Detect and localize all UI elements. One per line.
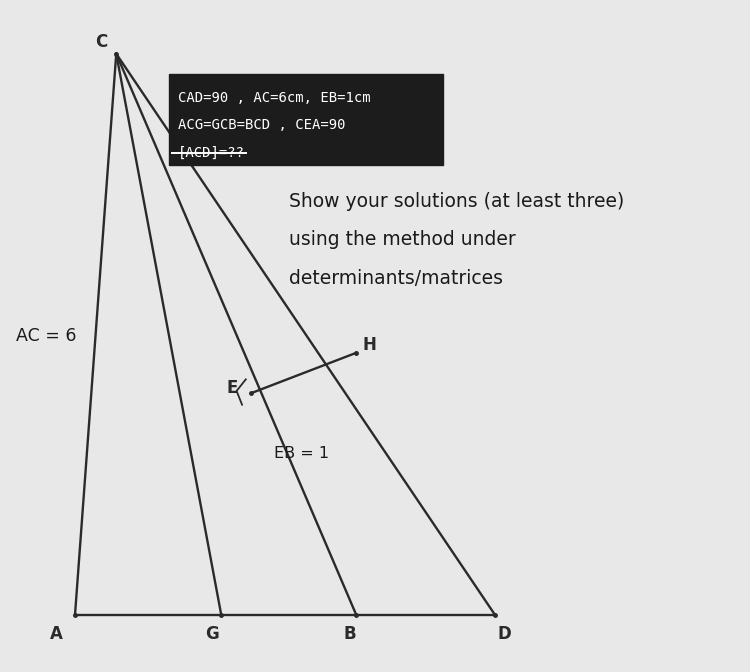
Text: H: H [363, 336, 376, 353]
Text: B: B [344, 625, 356, 642]
Text: AC = 6: AC = 6 [16, 327, 77, 345]
Text: using the method under: using the method under [289, 230, 515, 249]
Text: D: D [497, 625, 511, 642]
Text: determinants/matrices: determinants/matrices [289, 269, 502, 288]
Text: E: E [226, 379, 238, 396]
FancyBboxPatch shape [169, 74, 442, 165]
Text: CAD=90 , AC=6cm, EB=1cm: CAD=90 , AC=6cm, EB=1cm [178, 91, 370, 105]
Text: Show your solutions (at least three): Show your solutions (at least three) [289, 192, 624, 210]
Text: A: A [50, 625, 63, 642]
Text: EB = 1: EB = 1 [274, 446, 328, 461]
Text: [ACD]=??: [ACD]=?? [178, 146, 244, 160]
Text: C: C [95, 33, 107, 50]
Text: G: G [206, 625, 219, 642]
Text: ACG=GCB=BCD , CEA=90: ACG=GCB=BCD , CEA=90 [178, 118, 345, 132]
